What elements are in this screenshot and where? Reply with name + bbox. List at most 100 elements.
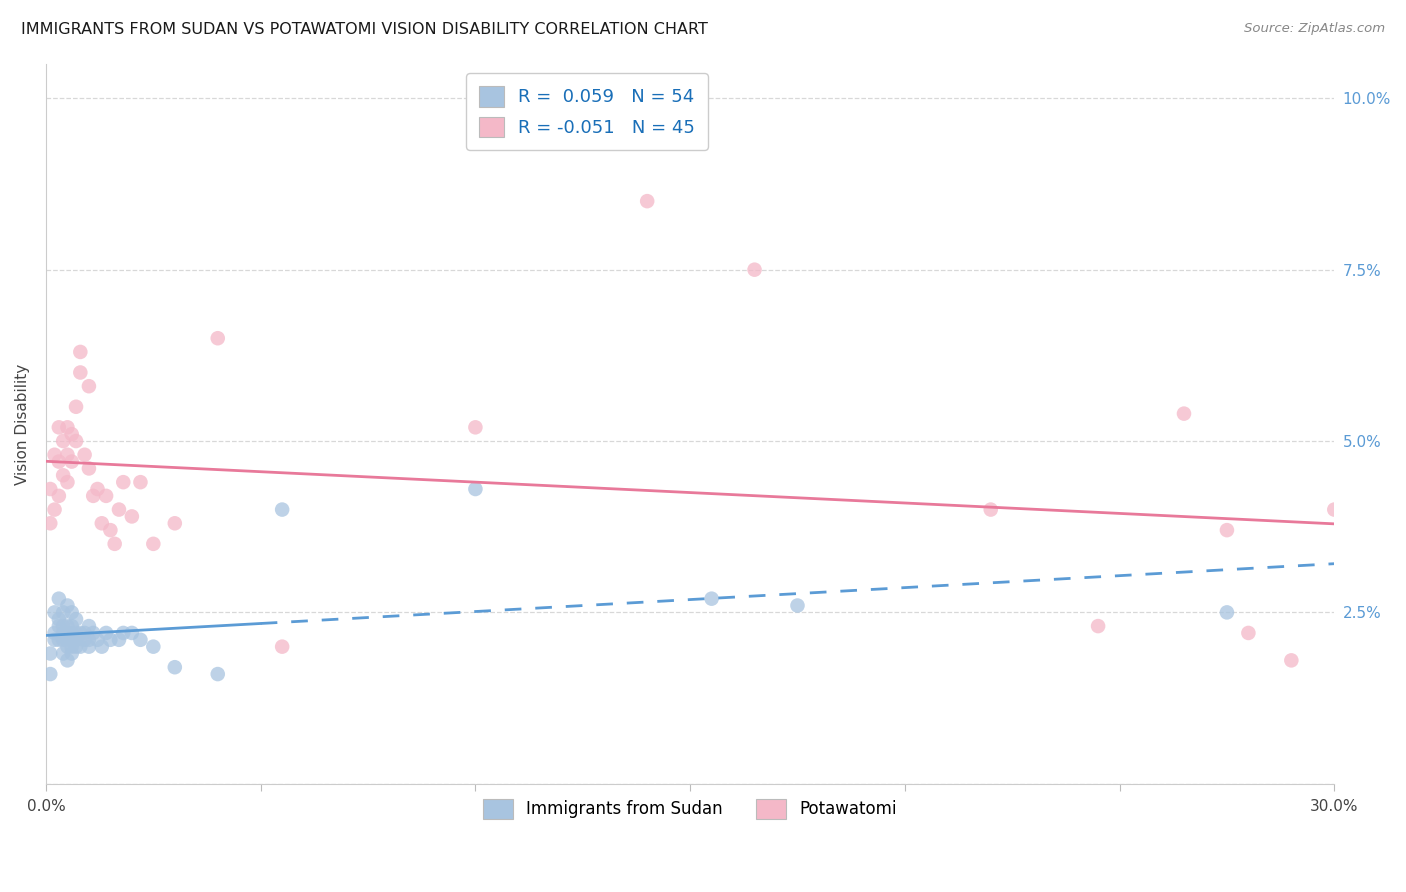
Point — [52, 632, 75, 647]
Point — [56, 626, 79, 640]
Point — [121, 626, 143, 640]
Point — [44, 606, 66, 620]
Point — [48, 612, 70, 626]
Point — [56, 653, 79, 667]
Point — [56, 619, 79, 633]
Point — [207, 667, 229, 681]
Y-axis label: Vision Disability: Vision Disability — [15, 363, 30, 484]
Point — [77, 640, 100, 654]
Point — [48, 489, 70, 503]
Point — [100, 523, 122, 537]
Point — [44, 626, 66, 640]
Point — [60, 427, 83, 442]
Point — [65, 612, 87, 626]
Point — [77, 632, 100, 647]
Point — [108, 632, 131, 647]
Point — [52, 647, 75, 661]
Point — [94, 489, 117, 503]
Point — [39, 667, 62, 681]
Point — [52, 626, 75, 640]
Point — [77, 379, 100, 393]
Point — [90, 640, 112, 654]
Point — [121, 509, 143, 524]
Point — [142, 640, 165, 654]
Point — [52, 619, 75, 633]
Point — [700, 591, 723, 606]
Point — [44, 502, 66, 516]
Point — [786, 599, 808, 613]
Point — [39, 516, 62, 531]
Point — [48, 454, 70, 468]
Point — [69, 626, 91, 640]
Point — [60, 626, 83, 640]
Point — [1087, 619, 1109, 633]
Point — [39, 647, 62, 661]
Legend: Immigrants from Sudan, Potawatomi: Immigrants from Sudan, Potawatomi — [477, 792, 904, 826]
Point — [142, 537, 165, 551]
Point — [56, 448, 79, 462]
Text: IMMIGRANTS FROM SUDAN VS POTAWATOMI VISION DISABILITY CORRELATION CHART: IMMIGRANTS FROM SUDAN VS POTAWATOMI VISI… — [21, 22, 709, 37]
Point — [48, 632, 70, 647]
Point — [65, 400, 87, 414]
Point — [48, 591, 70, 606]
Point — [104, 537, 127, 551]
Point — [90, 516, 112, 531]
Point — [44, 632, 66, 647]
Point — [271, 502, 294, 516]
Point — [1323, 502, 1346, 516]
Point — [94, 626, 117, 640]
Point — [60, 606, 83, 620]
Point — [86, 632, 108, 647]
Point — [65, 434, 87, 448]
Point — [163, 660, 186, 674]
Point — [48, 420, 70, 434]
Point — [207, 331, 229, 345]
Point — [82, 489, 104, 503]
Point — [163, 516, 186, 531]
Point — [1173, 407, 1195, 421]
Point — [48, 619, 70, 633]
Point — [636, 194, 658, 208]
Point — [271, 640, 294, 654]
Point — [73, 626, 96, 640]
Point — [52, 434, 75, 448]
Point — [56, 475, 79, 490]
Point — [60, 632, 83, 647]
Point — [77, 619, 100, 633]
Point — [1216, 606, 1239, 620]
Point — [56, 640, 79, 654]
Point — [464, 420, 486, 434]
Point — [39, 482, 62, 496]
Point — [129, 632, 152, 647]
Point — [112, 626, 135, 640]
Point — [60, 619, 83, 633]
Point — [1237, 626, 1260, 640]
Point — [86, 482, 108, 496]
Point — [56, 599, 79, 613]
Point — [1216, 523, 1239, 537]
Point — [69, 366, 91, 380]
Point — [60, 647, 83, 661]
Point — [77, 461, 100, 475]
Point — [100, 632, 122, 647]
Point — [744, 262, 766, 277]
Point — [60, 454, 83, 468]
Point — [73, 632, 96, 647]
Point — [52, 606, 75, 620]
Point — [69, 345, 91, 359]
Point — [60, 640, 83, 654]
Text: Source: ZipAtlas.com: Source: ZipAtlas.com — [1244, 22, 1385, 36]
Point — [464, 482, 486, 496]
Point — [56, 420, 79, 434]
Point — [69, 640, 91, 654]
Point — [65, 632, 87, 647]
Point — [129, 475, 152, 490]
Point — [980, 502, 1002, 516]
Point — [108, 502, 131, 516]
Point — [56, 632, 79, 647]
Point — [82, 626, 104, 640]
Point — [44, 448, 66, 462]
Point — [65, 640, 87, 654]
Point — [1279, 653, 1302, 667]
Point — [65, 626, 87, 640]
